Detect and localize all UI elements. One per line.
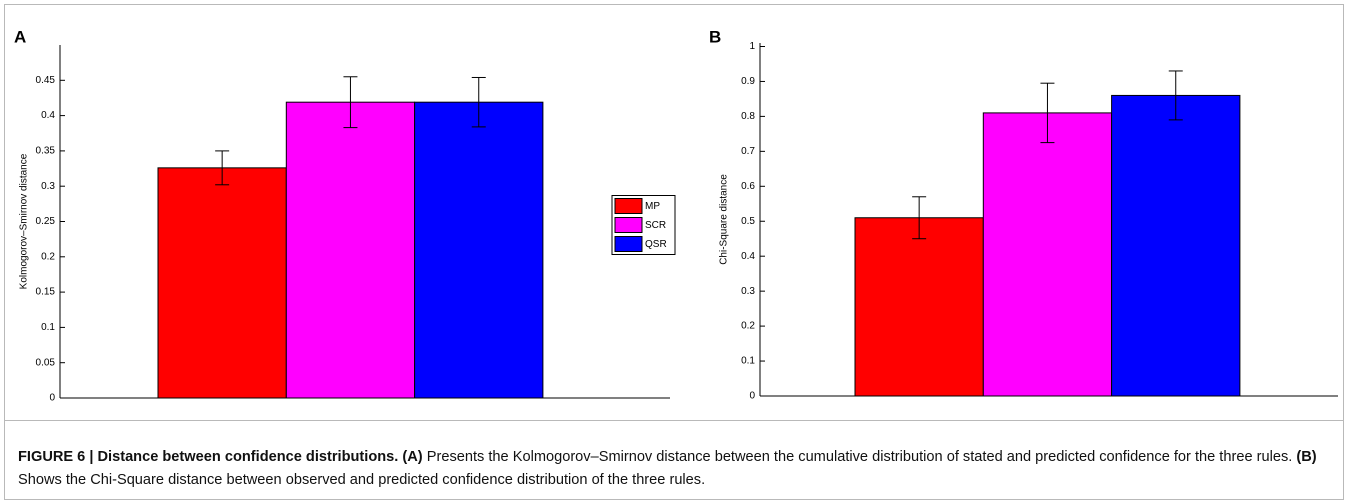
error-bar [1168, 70, 1183, 121]
bar [157, 167, 287, 399]
y-tick-label: 0.05 [36, 357, 56, 368]
y-tick-label: 0.6 [741, 181, 755, 192]
y-tick-label: 0.3 [741, 286, 755, 297]
y-tick-label: 0.45 [36, 75, 56, 86]
legend-swatch [614, 236, 643, 252]
y-axis-label: Chi-Square distance [719, 174, 730, 265]
y-axis-label: Kolmogorov–Smirnov distance [19, 153, 30, 289]
chart: A Kolmogorov–Smirnov distance 0 0.05 0.1 0.15… [14, 27, 1338, 404]
legend-swatch [614, 217, 643, 233]
y-tick-label: 0.2 [41, 251, 55, 262]
caption-text: (B) [1296, 449, 1317, 465]
legend-label: MP [645, 201, 660, 212]
y-tick-label: 0.7 [741, 146, 755, 157]
y-tick-label: 0.8 [741, 111, 755, 122]
y-tick-label: 0.3 [41, 181, 55, 192]
y-tick-label: 1 [749, 41, 755, 52]
separator [4, 420, 1344, 421]
error-bar [215, 150, 230, 186]
y-tick-label: 0 [49, 393, 55, 404]
caption-text: (A) [402, 449, 423, 465]
y-tick-label: 0.25 [36, 216, 56, 227]
panel-label: B [709, 27, 721, 46]
caption-text: Shows the Chi-Square distance between ob… [18, 472, 706, 488]
error-bar [343, 76, 358, 129]
caption-text: FIGURE 6 | Distance between confidence d… [18, 449, 399, 465]
y-tick-label: 0.9 [741, 76, 755, 87]
y-tick-label: 0.4 [741, 251, 755, 262]
panel-label: A [14, 27, 26, 46]
y-tick-label: 0.5 [741, 216, 755, 227]
y-tick-label: 0.1 [741, 356, 755, 367]
y-tick-label: 0.35 [36, 146, 56, 157]
figure-frame [4, 4, 1344, 500]
y-tick-label: 0.4 [41, 110, 55, 121]
legend-swatch [614, 198, 643, 214]
y-tick-label: 0.1 [41, 322, 55, 333]
bar [982, 112, 1113, 397]
legend-label: SCR [645, 220, 666, 231]
bar [854, 217, 984, 397]
legend-label: QSR [645, 239, 667, 250]
caption-text: Presents the Kolmogorov–Smirnov distance… [426, 449, 1293, 465]
y-tick-label: 0 [749, 391, 755, 402]
bar [414, 101, 544, 399]
error-bar [912, 196, 927, 240]
y-tick-label: 0.2 [741, 321, 755, 332]
error-bar [1040, 82, 1055, 144]
error-bar [471, 76, 486, 128]
bar [1111, 94, 1241, 397]
y-tick-label: 0.15 [36, 287, 56, 298]
bar [285, 101, 416, 399]
caption: FIGURE 6 | Distance between confidence d… [18, 446, 1318, 492]
